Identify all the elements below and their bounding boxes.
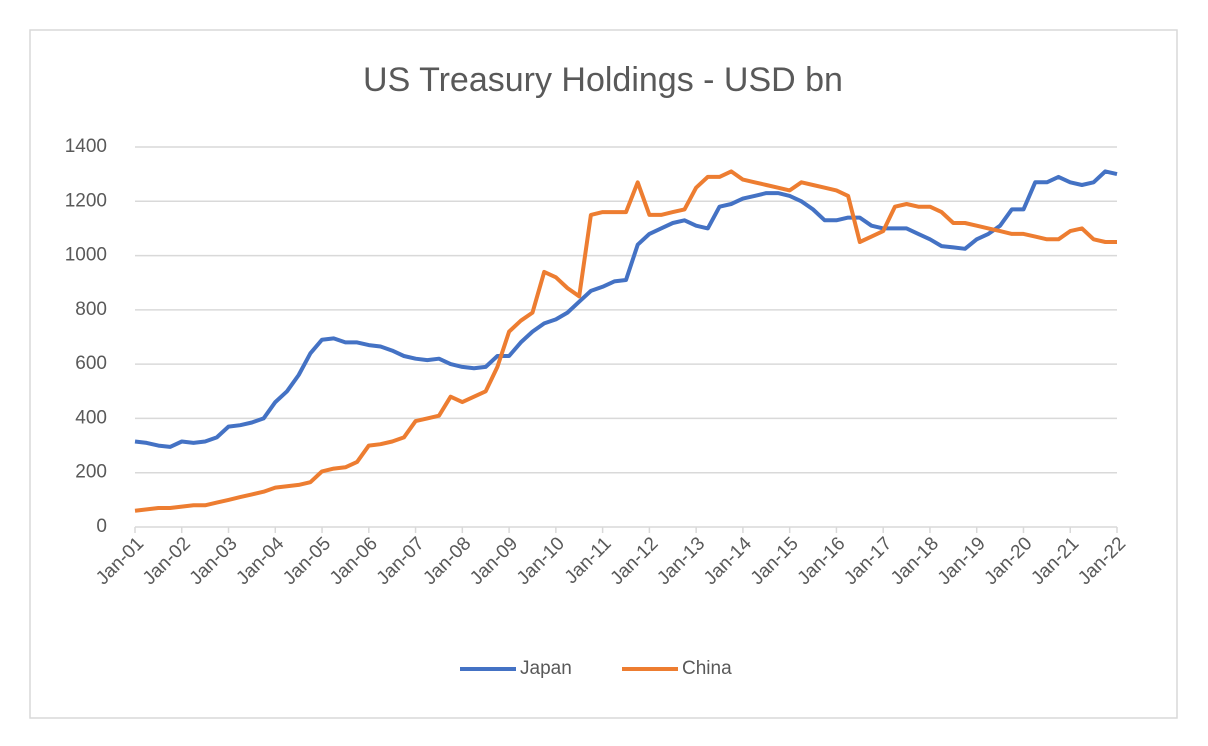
y-tick-label: 200: [75, 462, 107, 483]
y-tick-label: 0: [96, 516, 107, 537]
y-tick-label: 1400: [65, 136, 107, 157]
legend-label: Japan: [520, 658, 572, 679]
y-tick-label: 1200: [65, 190, 107, 211]
chart-title: US Treasury Holdings - USD bn: [363, 61, 843, 99]
y-tick-label: 400: [75, 407, 107, 428]
y-tick-label: 800: [75, 299, 107, 320]
legend-label: China: [682, 658, 732, 679]
series-line: [134, 169, 1117, 513]
chart-frame: [29, 29, 1178, 719]
y-tick-label: 600: [75, 353, 107, 374]
y-tick-label: 1000: [65, 245, 107, 266]
series-line: [134, 169, 1118, 449]
